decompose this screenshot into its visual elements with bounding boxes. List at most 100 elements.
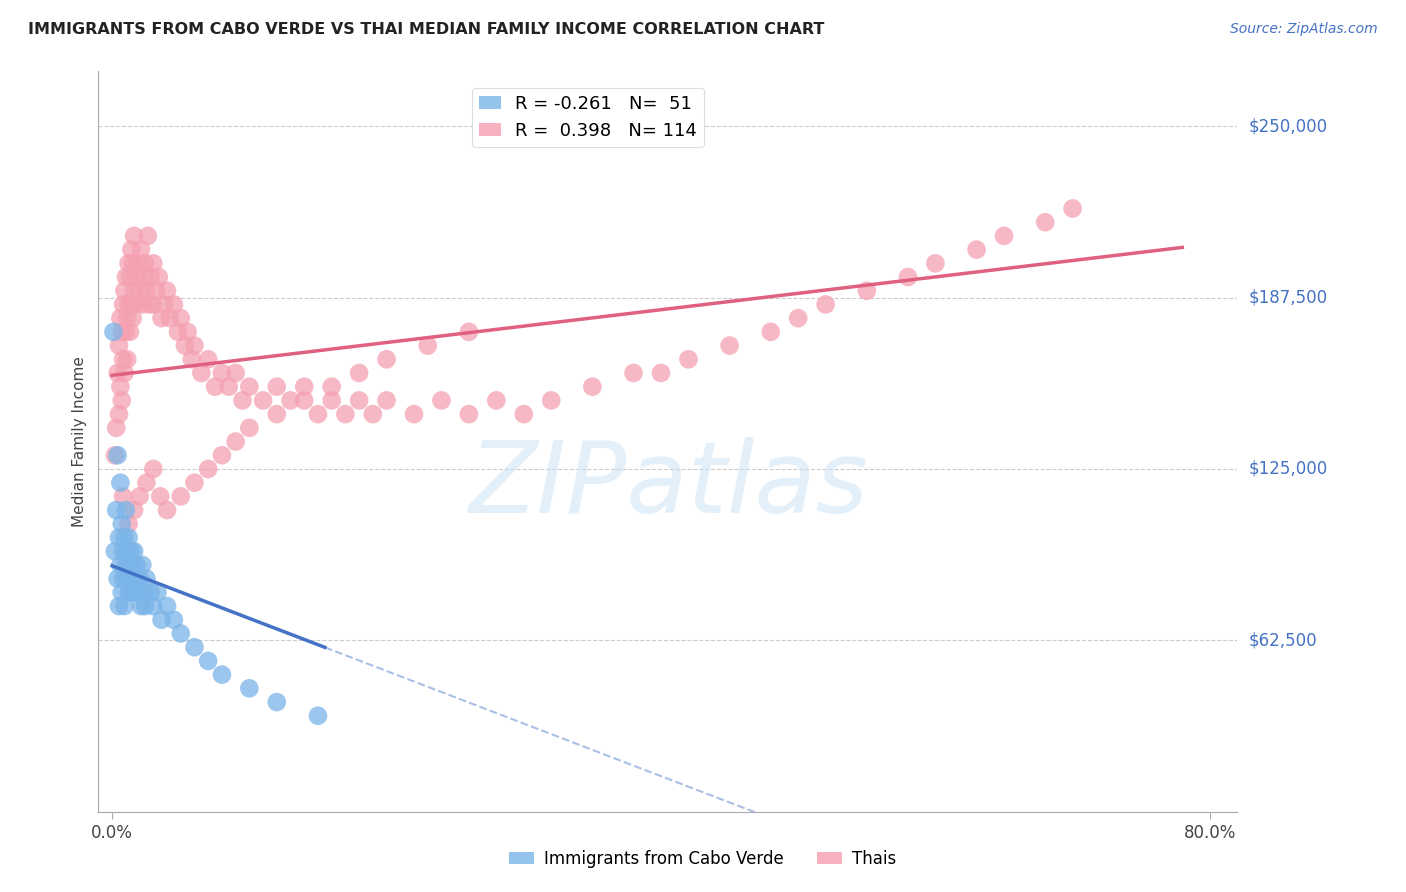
Point — [108, 531, 131, 545]
Point — [114, 599, 136, 613]
Point — [110, 558, 132, 572]
Point — [173, 338, 195, 352]
Point — [104, 448, 127, 462]
Point — [135, 475, 157, 490]
Point — [993, 228, 1015, 243]
Point — [321, 393, 343, 408]
Point — [115, 311, 138, 326]
Point — [170, 626, 193, 640]
Point — [430, 393, 453, 408]
Point — [142, 256, 165, 270]
Point — [402, 407, 425, 421]
Point — [120, 544, 142, 558]
Point — [132, 585, 155, 599]
Point — [134, 599, 156, 613]
Point — [139, 585, 162, 599]
Point — [131, 297, 153, 311]
Point — [108, 599, 131, 613]
Point — [163, 297, 186, 311]
Point — [117, 531, 139, 545]
Point — [156, 599, 179, 613]
Point — [124, 572, 146, 586]
Text: IMMIGRANTS FROM CABO VERDE VS THAI MEDIAN FAMILY INCOME CORRELATION CHART: IMMIGRANTS FROM CABO VERDE VS THAI MEDIA… — [28, 22, 824, 37]
Point — [120, 297, 142, 311]
Point — [167, 325, 190, 339]
Point — [104, 544, 127, 558]
Point — [897, 270, 920, 285]
Point — [457, 407, 479, 421]
Point — [457, 325, 479, 339]
Point — [375, 393, 398, 408]
Legend: Immigrants from Cabo Verde, Thais: Immigrants from Cabo Verde, Thais — [503, 844, 903, 875]
Point — [110, 475, 132, 490]
Point — [211, 667, 233, 681]
Point — [266, 380, 288, 394]
Point — [678, 352, 700, 367]
Point — [112, 489, 135, 503]
Point — [122, 585, 145, 599]
Point — [118, 572, 141, 586]
Point — [128, 572, 150, 586]
Point — [115, 544, 138, 558]
Point — [159, 311, 181, 326]
Point — [117, 516, 139, 531]
Point — [197, 352, 219, 367]
Point — [197, 462, 219, 476]
Point — [856, 284, 879, 298]
Point — [292, 380, 315, 394]
Point — [335, 407, 357, 421]
Point — [149, 489, 172, 503]
Legend: R = -0.261   N=  51, R =  0.398   N= 114: R = -0.261 N= 51, R = 0.398 N= 114 — [472, 87, 704, 147]
Point — [135, 572, 157, 586]
Point — [115, 352, 138, 367]
Point — [131, 558, 153, 572]
Point — [128, 284, 150, 298]
Point — [115, 503, 138, 517]
Point — [238, 421, 260, 435]
Point — [718, 338, 741, 352]
Point — [111, 585, 134, 599]
Point — [107, 448, 129, 462]
Point — [132, 270, 155, 285]
Point — [150, 613, 173, 627]
Point — [170, 489, 193, 503]
Point — [347, 366, 370, 380]
Point — [112, 352, 135, 367]
Point — [122, 503, 145, 517]
Point — [127, 256, 149, 270]
Point — [163, 613, 186, 627]
Point — [142, 462, 165, 476]
Point — [117, 256, 139, 270]
Point — [105, 421, 128, 435]
Point — [211, 366, 233, 380]
Point — [307, 407, 329, 421]
Point — [148, 270, 170, 285]
Point — [135, 284, 157, 298]
Point — [153, 297, 176, 311]
Point — [103, 325, 125, 339]
Point — [190, 366, 212, 380]
Point — [176, 325, 198, 339]
Point — [183, 338, 205, 352]
Point — [112, 297, 135, 311]
Point — [128, 489, 150, 503]
Point — [1033, 215, 1056, 229]
Point — [759, 325, 782, 339]
Y-axis label: Median Family Income: Median Family Income — [72, 356, 87, 527]
Point — [120, 243, 142, 257]
Point — [122, 544, 145, 558]
Point — [650, 366, 672, 380]
Point — [787, 311, 810, 326]
Point — [111, 325, 134, 339]
Point — [142, 599, 165, 613]
Point — [118, 270, 141, 285]
Point — [280, 393, 302, 408]
Point — [266, 407, 288, 421]
Point — [138, 297, 160, 311]
Point — [146, 585, 169, 599]
Point — [124, 297, 146, 311]
Point — [114, 531, 136, 545]
Point — [134, 256, 156, 270]
Point — [118, 558, 141, 572]
Point — [1062, 202, 1084, 216]
